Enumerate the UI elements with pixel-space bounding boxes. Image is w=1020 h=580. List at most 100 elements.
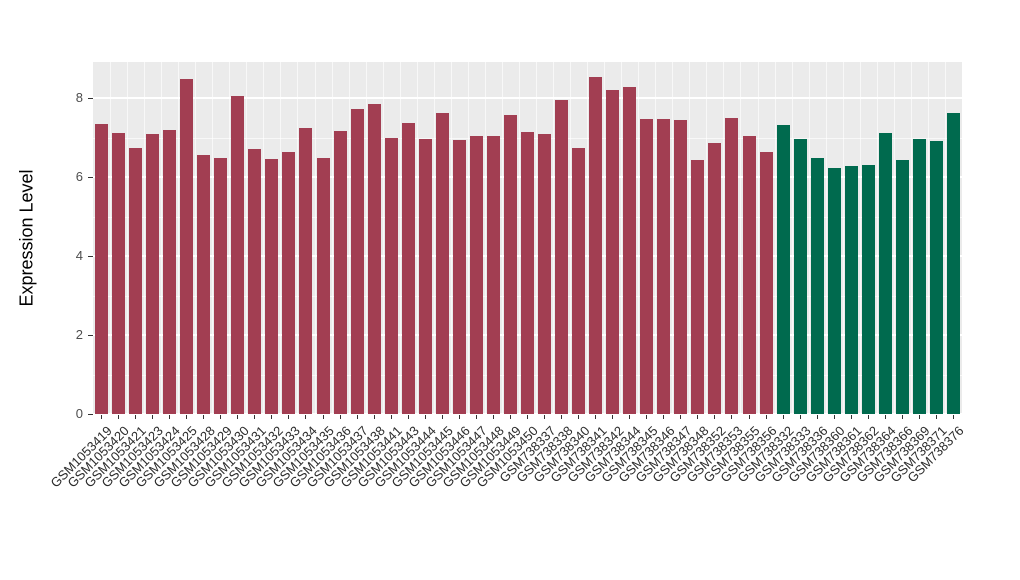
x-tick: [833, 415, 835, 419]
gridline-x: [416, 62, 418, 414]
bar-GSM1053428: [197, 154, 211, 414]
gridline-x: [518, 62, 520, 414]
gridline-x: [110, 62, 112, 414]
x-tick: [765, 415, 767, 419]
bar-GSM738333: [793, 138, 807, 414]
gridline-x: [876, 62, 878, 414]
x-tick: [390, 415, 392, 419]
bar-GSM1053429: [214, 158, 228, 414]
bar-GSM738344: [623, 86, 637, 414]
y-tick-label: 6: [75, 169, 83, 184]
plot-panel: [93, 62, 962, 415]
x-tick: [595, 415, 597, 419]
gridline-x: [212, 62, 214, 414]
x-tick: [186, 415, 188, 419]
bar-GSM1053431: [248, 149, 262, 414]
bar-GSM738347: [674, 120, 688, 414]
bar-GSM738341: [589, 76, 603, 414]
bar-GSM738355: [742, 136, 756, 414]
bar-GSM738340: [572, 147, 586, 414]
bar-GSM1053425: [180, 79, 194, 414]
x-tick: [850, 415, 852, 419]
gridline-x: [893, 62, 895, 414]
x-tick: [561, 415, 563, 419]
x-tick: [867, 415, 869, 419]
x-tick: [135, 415, 137, 419]
x-tick: [748, 415, 750, 419]
bar-GSM738348: [691, 160, 705, 414]
gridline-x: [127, 62, 129, 414]
bar-GSM1053419: [95, 123, 109, 414]
y-tick: [88, 413, 93, 415]
bar-GSM1053430: [231, 95, 245, 414]
gridline-x: [280, 62, 282, 414]
x-tick: [152, 415, 154, 419]
gridline-x: [859, 62, 861, 414]
bar-GSM738366: [895, 160, 909, 414]
x-tick: [271, 415, 273, 419]
gridline-x: [604, 62, 606, 414]
x-tick: [799, 415, 801, 419]
x-tick: [288, 415, 290, 419]
bar-GSM1053434: [299, 127, 313, 414]
bar-GSM738362: [861, 164, 875, 414]
x-tick: [884, 415, 886, 419]
x-tick: [731, 415, 733, 419]
gridline-x: [246, 62, 248, 414]
x-tick: [901, 415, 903, 419]
gridline-x: [706, 62, 708, 414]
x-tick: [527, 415, 528, 419]
bar-GSM738342: [606, 90, 620, 414]
bar-GSM1053446: [452, 140, 466, 414]
bar-GSM1053423: [146, 134, 160, 414]
bar-GSM738369: [912, 138, 926, 414]
gridline-x: [791, 62, 793, 414]
y-axis-title: Expression Level: [16, 169, 37, 307]
gridline-x: [570, 62, 572, 414]
x-tick: [322, 415, 324, 419]
gridline-x: [484, 62, 486, 414]
gridline-x: [314, 62, 316, 414]
gridline-x: [144, 62, 146, 414]
x-tick: [663, 415, 665, 419]
bar-GSM738352: [708, 142, 722, 414]
gridline-x: [672, 62, 674, 414]
gridline-x: [774, 62, 776, 414]
bar-GSM738337: [538, 133, 552, 414]
gridline-x: [399, 62, 401, 414]
bar-GSM738336: [810, 158, 824, 414]
x-tick: [441, 415, 443, 419]
x-tick: [816, 415, 818, 419]
bar-GSM1053420: [112, 132, 126, 414]
gridline-x: [621, 62, 623, 414]
gridline-x: [808, 62, 810, 414]
gridline-x: [450, 62, 452, 414]
bar-GSM738371: [929, 141, 943, 414]
gridline-x: [178, 62, 180, 414]
gridline-x: [910, 62, 912, 414]
gridline-x: [467, 62, 469, 414]
x-tick: [578, 415, 580, 419]
gridline-x: [195, 62, 197, 414]
gridline-x: [825, 62, 827, 414]
bar-GSM1053441: [384, 137, 398, 414]
x-tick: [544, 415, 546, 419]
x-tick: [509, 415, 511, 419]
bar-GSM1053432: [265, 158, 279, 414]
y-tick-label: 8: [75, 90, 83, 105]
bar-GSM1053437: [350, 109, 364, 414]
gridline-x: [655, 62, 657, 414]
y-tick: [88, 255, 93, 257]
gridline-x: [638, 62, 640, 414]
bar-GSM1053436: [333, 131, 347, 414]
gridline-x: [382, 62, 384, 414]
bar-GSM738360: [827, 167, 841, 414]
bar-GSM1053443: [401, 122, 415, 414]
bar-GSM1053449: [503, 115, 517, 414]
x-tick: [782, 415, 784, 419]
gridline-x: [331, 62, 333, 414]
bar-GSM738345: [640, 118, 654, 414]
x-tick: [952, 415, 954, 419]
bar-GSM738332: [776, 125, 790, 414]
